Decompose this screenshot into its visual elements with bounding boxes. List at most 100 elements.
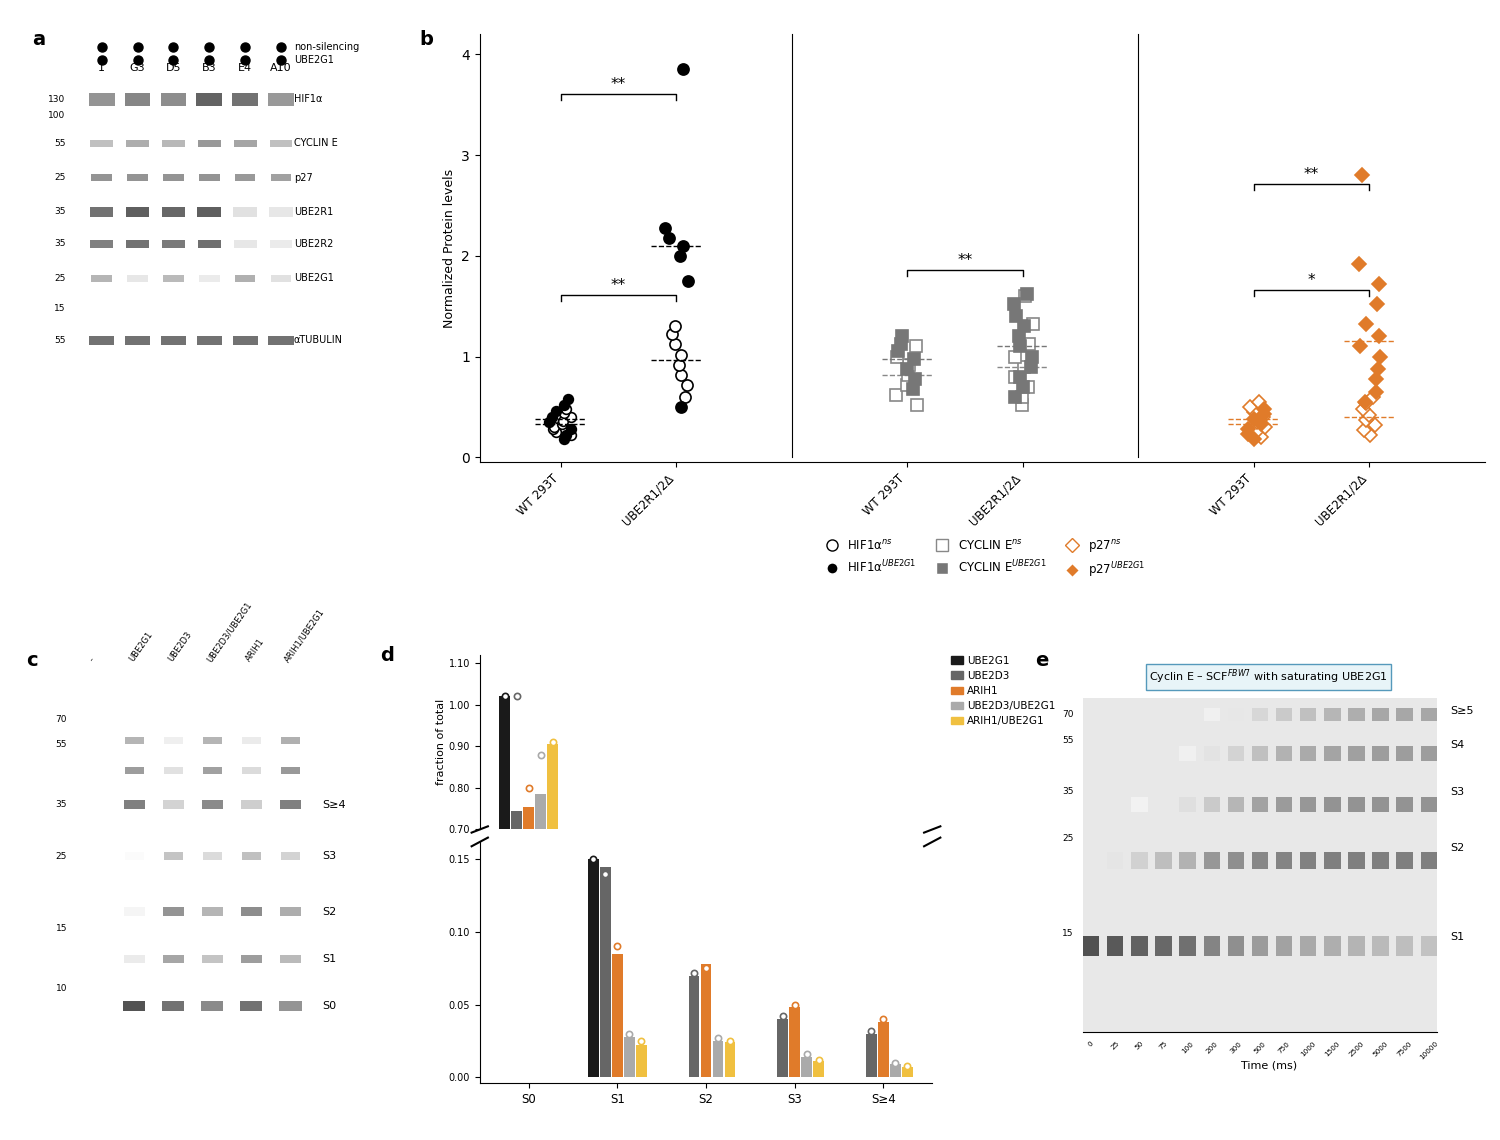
- Text: UBE2R2: UBE2R2: [294, 239, 333, 249]
- Text: a: a: [33, 30, 45, 49]
- Bar: [1276, 797, 1293, 813]
- Bar: [162, 239, 184, 249]
- Bar: [865, 1034, 877, 1077]
- Text: 5000: 5000: [1372, 1040, 1389, 1058]
- Bar: [92, 174, 112, 181]
- Bar: [242, 954, 261, 963]
- Bar: [1420, 746, 1437, 760]
- Bar: [270, 239, 292, 249]
- Text: 75: 75: [1158, 1040, 1168, 1051]
- Bar: [524, 807, 534, 830]
- Bar: [164, 174, 183, 181]
- Bar: [1179, 852, 1196, 869]
- Bar: [777, 1019, 788, 1077]
- Bar: [242, 853, 261, 860]
- Text: 25: 25: [1062, 834, 1074, 844]
- Bar: [1107, 852, 1124, 869]
- Text: 0: 0: [1088, 1040, 1095, 1048]
- Text: S3: S3: [322, 852, 336, 861]
- Bar: [1372, 852, 1389, 869]
- Text: UBE2D3: UBE2D3: [166, 630, 194, 663]
- Bar: [126, 206, 150, 217]
- Bar: [1131, 852, 1148, 869]
- Bar: [700, 964, 711, 1077]
- Bar: [232, 335, 258, 345]
- Text: 2500: 2500: [1347, 1040, 1365, 1058]
- Bar: [1203, 936, 1219, 956]
- Text: 35: 35: [56, 800, 68, 809]
- Bar: [126, 239, 148, 249]
- Text: *: *: [1308, 272, 1316, 288]
- Text: 130: 130: [48, 95, 66, 104]
- Bar: [1300, 936, 1317, 956]
- Bar: [1420, 797, 1437, 813]
- Bar: [202, 738, 222, 744]
- Bar: [1396, 746, 1413, 760]
- Text: 15: 15: [56, 925, 68, 934]
- Bar: [242, 800, 261, 809]
- Bar: [123, 1001, 146, 1011]
- Bar: [164, 954, 183, 963]
- Bar: [1251, 852, 1268, 869]
- Bar: [1372, 797, 1389, 813]
- Text: 35: 35: [54, 207, 66, 217]
- Text: 25: 25: [1110, 1040, 1120, 1051]
- Text: B3: B3: [202, 63, 216, 73]
- Bar: [1396, 936, 1413, 956]
- Bar: [272, 174, 291, 181]
- Text: 70: 70: [1062, 710, 1074, 719]
- Bar: [1372, 746, 1389, 760]
- Bar: [280, 853, 300, 860]
- Text: CYCLIN E: CYCLIN E: [294, 138, 338, 148]
- Bar: [128, 174, 148, 181]
- Bar: [1324, 708, 1341, 722]
- Bar: [196, 92, 222, 106]
- Text: S3: S3: [1450, 787, 1464, 797]
- Text: 35: 35: [54, 239, 66, 249]
- Bar: [1179, 797, 1196, 813]
- Bar: [1251, 746, 1268, 760]
- Bar: [1420, 852, 1437, 869]
- Text: Time (ms): Time (ms): [1240, 1060, 1296, 1070]
- Bar: [1348, 936, 1365, 956]
- Text: e: e: [1035, 651, 1048, 669]
- Bar: [1227, 708, 1244, 722]
- Text: 100: 100: [48, 111, 66, 120]
- Bar: [201, 1001, 223, 1011]
- Bar: [1324, 936, 1341, 956]
- Bar: [280, 766, 300, 774]
- Bar: [1420, 936, 1437, 956]
- Bar: [280, 954, 300, 963]
- Text: 500: 500: [1252, 1040, 1268, 1054]
- Bar: [279, 1001, 302, 1011]
- Text: 25: 25: [54, 173, 66, 182]
- Bar: [164, 800, 183, 809]
- Bar: [1348, 852, 1365, 869]
- Bar: [92, 275, 112, 282]
- Bar: [1396, 797, 1413, 813]
- Bar: [813, 1061, 824, 1077]
- Bar: [160, 92, 186, 106]
- Text: 50: 50: [1134, 1040, 1144, 1051]
- Text: A10: A10: [270, 63, 292, 73]
- Bar: [88, 335, 114, 345]
- Bar: [124, 800, 144, 809]
- Bar: [1155, 852, 1172, 869]
- Text: UBE2G1: UBE2G1: [294, 55, 333, 65]
- Bar: [196, 335, 222, 345]
- Bar: [1420, 708, 1437, 722]
- Bar: [1276, 852, 1293, 869]
- Bar: [200, 275, 219, 282]
- Bar: [234, 206, 256, 217]
- Bar: [1203, 852, 1219, 869]
- Bar: [124, 907, 144, 917]
- Bar: [124, 335, 150, 345]
- Bar: [198, 139, 220, 147]
- Bar: [588, 860, 598, 1077]
- Bar: [164, 907, 183, 917]
- Bar: [164, 853, 183, 860]
- Bar: [242, 738, 261, 744]
- Bar: [1131, 797, 1148, 813]
- Bar: [1203, 708, 1219, 722]
- Text: 750: 750: [1276, 1040, 1292, 1054]
